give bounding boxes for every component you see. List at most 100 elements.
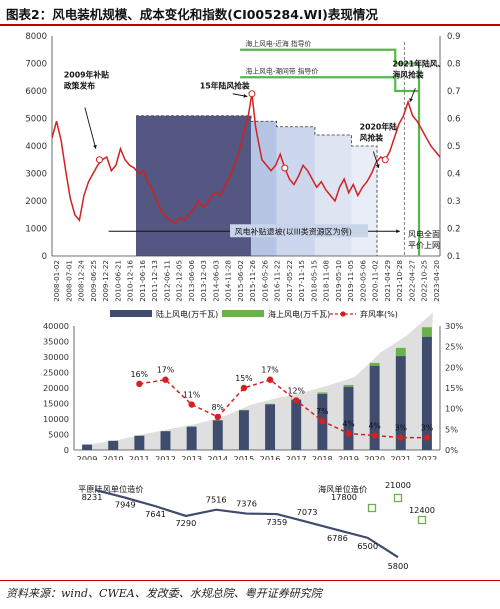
subsidy-band-4 <box>351 146 378 256</box>
bar-onshore <box>212 420 223 450</box>
curtailment-rate-label: 7% <box>316 407 328 416</box>
event-marker <box>95 156 103 164</box>
y-right-tick-label: 0.5 <box>447 142 461 152</box>
x-tick-label: 2018-05-15 <box>309 260 318 302</box>
curtailment-rate-label: 16% <box>131 370 148 379</box>
y-right-tick-label: 30% <box>445 321 463 331</box>
annotation-arrow-2021-head <box>409 98 413 102</box>
x-tick-label: 2013-06-06 <box>187 260 196 302</box>
tariff-label-intertidal: 海上风电-潮间带 指导价 <box>246 66 319 75</box>
x-tick-label: 2016 <box>260 454 281 460</box>
x-tick-label: 2019-11-05 <box>346 260 355 302</box>
onshore-cost-label: 8231 <box>82 492 103 502</box>
bar-offshore <box>395 347 406 357</box>
y-left-tick-label: 0 <box>64 445 69 455</box>
bar-onshore <box>186 426 197 450</box>
tariff-line-nearshore <box>240 48 421 256</box>
y-left-tick-label: 3000 <box>25 170 47 180</box>
offshore-cost-point <box>367 503 377 513</box>
x-tick-label: 2015-11-26 <box>248 260 257 302</box>
x-tick-label: 2012-12-05 <box>175 260 184 302</box>
y-left-tick-label: 6000 <box>25 87 47 97</box>
offshore-cost-label: 21000 <box>385 480 411 490</box>
offshore-cost-label: 12400 <box>409 505 435 515</box>
bar-offshore <box>421 327 432 337</box>
onshore-cost-line <box>94 488 399 559</box>
curtailment-rate-point <box>293 397 300 404</box>
curtailment-rate-label: 4% <box>342 419 354 428</box>
x-tick-label: 2016-05-26 <box>260 260 269 302</box>
y-left-tick-label: 25000 <box>43 368 69 378</box>
y-right-tick-label: 0.6 <box>447 115 461 125</box>
x-tick-label: 2017-05-22 <box>285 260 294 302</box>
bar-onshore <box>108 440 119 450</box>
onshore-cost-title: 平原陆风单位造价 <box>78 484 144 494</box>
offshore-cost-point <box>393 493 403 503</box>
x-tick-label: 2008-12-24 <box>77 260 86 302</box>
x-tick-label: 2019-05-10 <box>334 260 343 302</box>
onshore-cost-label: 7641 <box>145 509 166 519</box>
y-right-tick-label: 15% <box>445 383 463 393</box>
y-left-tick-label: 40000 <box>43 321 69 331</box>
onshore-cost-label: 7359 <box>266 517 287 527</box>
y-left-tick-label: 15000 <box>43 399 69 409</box>
onshore-cost-label: 7376 <box>236 499 257 509</box>
grid-parity-label: 风电全面 <box>408 229 440 239</box>
annotation-2021-rush: 2021年陆风、 <box>393 58 446 68</box>
curtailment-rate-label: 11% <box>183 391 200 400</box>
subsidy-decline-label: 风电补贴退坡(以III类资源区为例) <box>235 226 352 236</box>
onshore-cost-label: 5800 <box>388 561 409 571</box>
source-note: 资料来源：wind、CWEA、发改委、水规总院、粤开证券研究院 <box>6 587 322 600</box>
x-tick-label: 2008-01-02 <box>52 260 61 302</box>
annotation-2015-rush: 15年陆风抢装 <box>200 80 250 90</box>
annotation-2009-policy-line2: 政策发布 <box>64 80 95 90</box>
curtailment-rate-point <box>162 376 169 383</box>
x-tick-label: 2021-04-29 <box>383 260 392 302</box>
offshore-cost-title: 海风单位造价 <box>318 484 367 494</box>
onshore-cost-label: 7949 <box>115 500 136 510</box>
onshore-cost-label: 7516 <box>206 495 227 505</box>
y-right-tick-label: 10% <box>445 404 463 414</box>
curtailment-rate-label: 17% <box>261 366 278 375</box>
x-tick-label: 2010 <box>103 454 124 460</box>
y-left-tick-label: 0 <box>42 252 47 262</box>
y-right-tick-label: 0% <box>445 445 458 455</box>
tariff-line-intertidal <box>240 76 420 93</box>
x-tick-label: 2020-05-06 <box>358 260 367 302</box>
curtailment-rate-point <box>371 432 378 439</box>
onshore-cost-label: 6500 <box>357 541 378 551</box>
subsidy-label-bg <box>230 224 369 238</box>
y-right-tick-label: 0.2 <box>447 225 461 235</box>
y-right-tick-label: 0.4 <box>447 170 461 180</box>
x-tick-label: 2018 <box>312 454 333 460</box>
y-left-tick-label: 1000 <box>25 225 47 235</box>
y-right-tick-label: 0.8 <box>447 60 461 70</box>
x-tick-label: 2012 <box>155 454 176 460</box>
legend-rate-marker <box>340 311 346 317</box>
index-series-line <box>51 93 441 224</box>
curtailment-rate-point <box>240 384 248 392</box>
bar-offshore <box>343 384 354 387</box>
bar-offshore <box>369 362 380 366</box>
x-tick-label: 2017-11-15 <box>297 260 306 302</box>
top-chart: 0 1000 2000 3000 4000 5000 6000 7000 8000 0.1 0.2 0… <box>25 32 461 302</box>
subsidy-decline-arrow-head <box>396 229 400 234</box>
x-tick-label: 2015 <box>234 454 255 460</box>
x-tick-label: 2011-12-13 <box>150 260 159 302</box>
legend-rate-label: 弃风率(%) <box>360 310 398 319</box>
offshore-cost-label: 17800 <box>331 492 357 502</box>
y-right-tick-label: 25% <box>445 342 463 352</box>
tariff-label-nearshore: 海上风电-近海 指导价 <box>246 39 312 48</box>
x-tick-label: 2021 <box>390 454 411 460</box>
y-left-tick-label: 5000 <box>25 115 47 125</box>
annotation-2009-policy: 2009年补贴 <box>64 69 109 79</box>
x-tick-label: 2015-06-02 <box>236 260 245 302</box>
annotation-arrow-2015-head <box>243 93 248 98</box>
x-tick-label: 2017 <box>286 454 307 460</box>
annotation-2020-rush: 2020年陆 <box>360 122 397 132</box>
offshore-cost-point <box>417 515 427 525</box>
curtailment-rate-point <box>188 401 195 408</box>
curtailment-rate-point <box>319 417 326 425</box>
x-tick-label: 2009-12-22 <box>101 260 110 302</box>
curtailment-rate-point <box>136 380 143 388</box>
